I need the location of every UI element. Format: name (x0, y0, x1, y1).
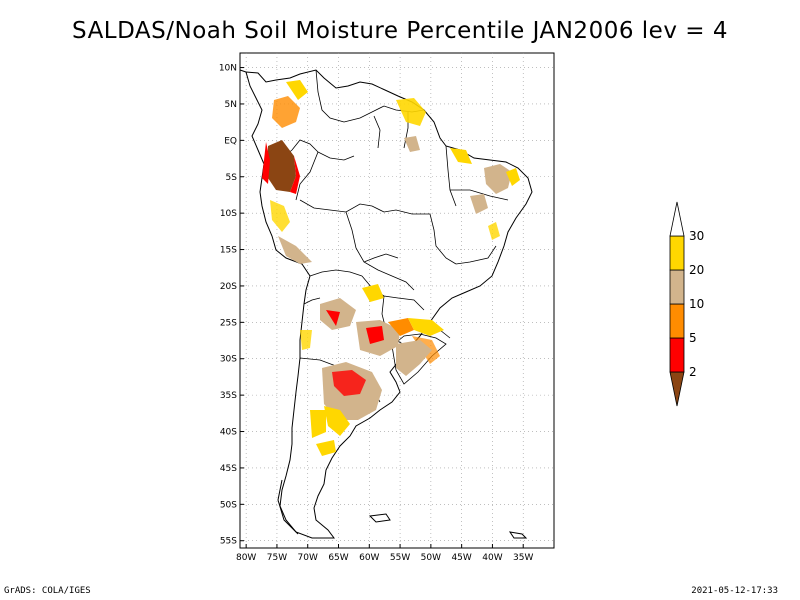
map-title: SALDAS/Noah Soil Moisture Percentile JAN… (72, 18, 728, 44)
x-tick-label: 40W (482, 553, 502, 563)
y-axis-ticks: 10N 5N EQ 5S 10S 15S 20S 25S 30S 35S 40S 45S 50S 55S (219, 64, 244, 547)
legend-swatch (669, 303, 685, 339)
y-tick-label: 50S (220, 500, 237, 510)
legend-swatch (669, 337, 685, 373)
y-tick-label: 5N (225, 100, 237, 110)
x-tick-label: 75W (267, 553, 287, 563)
legend-swatch (669, 201, 685, 237)
legend-swatch (669, 371, 685, 407)
legend-label: 10 (689, 297, 704, 311)
x-tick-label: 35W (513, 553, 533, 563)
x-axis-ticks: 80W 75W 70W 65W 60W 55W 50W 45W 40W 35W (236, 544, 533, 563)
legend-label: 30 (689, 229, 704, 243)
legend-swatch (669, 269, 685, 305)
y-tick-label: 15S (220, 246, 237, 256)
x-tick-label: 65W (328, 553, 348, 563)
gridlines (240, 53, 554, 548)
y-tick-label: 45S (220, 464, 237, 474)
map-frame (239, 52, 555, 549)
x-tick-label: 50W (421, 553, 441, 563)
legend-label: 2 (689, 365, 697, 379)
country-borders (263, 69, 509, 403)
y-tick-label: 5S (226, 173, 238, 183)
islands (277, 479, 528, 539)
y-tick-label: 30S (220, 355, 237, 365)
x-tick-label: 45W (451, 553, 471, 563)
y-tick-label: 55S (220, 537, 237, 547)
y-tick-label: 20S (220, 282, 237, 292)
x-tick-label: 55W (390, 553, 410, 563)
x-tick-label: 70W (298, 553, 318, 563)
legend-label: 20 (689, 263, 704, 277)
x-tick-label: 60W (359, 553, 379, 563)
x-tick-label: 80W (236, 553, 256, 563)
percentile-shading (262, 80, 520, 456)
y-tick-label: EQ (224, 136, 237, 146)
legend-label: 5 (689, 331, 697, 345)
y-tick-label: 40S (220, 428, 237, 438)
footer-timestamp: 2021-05-12-17:33 (691, 586, 778, 596)
y-tick-label: 35S (220, 391, 237, 401)
footer-credit: GrADS: COLA/IGES (4, 586, 91, 596)
y-tick-label: 10N (219, 64, 237, 74)
color-legend: 2 5 10 20 30 (669, 201, 704, 407)
y-tick-label: 10S (220, 209, 237, 219)
legend-swatch (669, 235, 685, 271)
y-tick-label: 25S (220, 318, 237, 328)
